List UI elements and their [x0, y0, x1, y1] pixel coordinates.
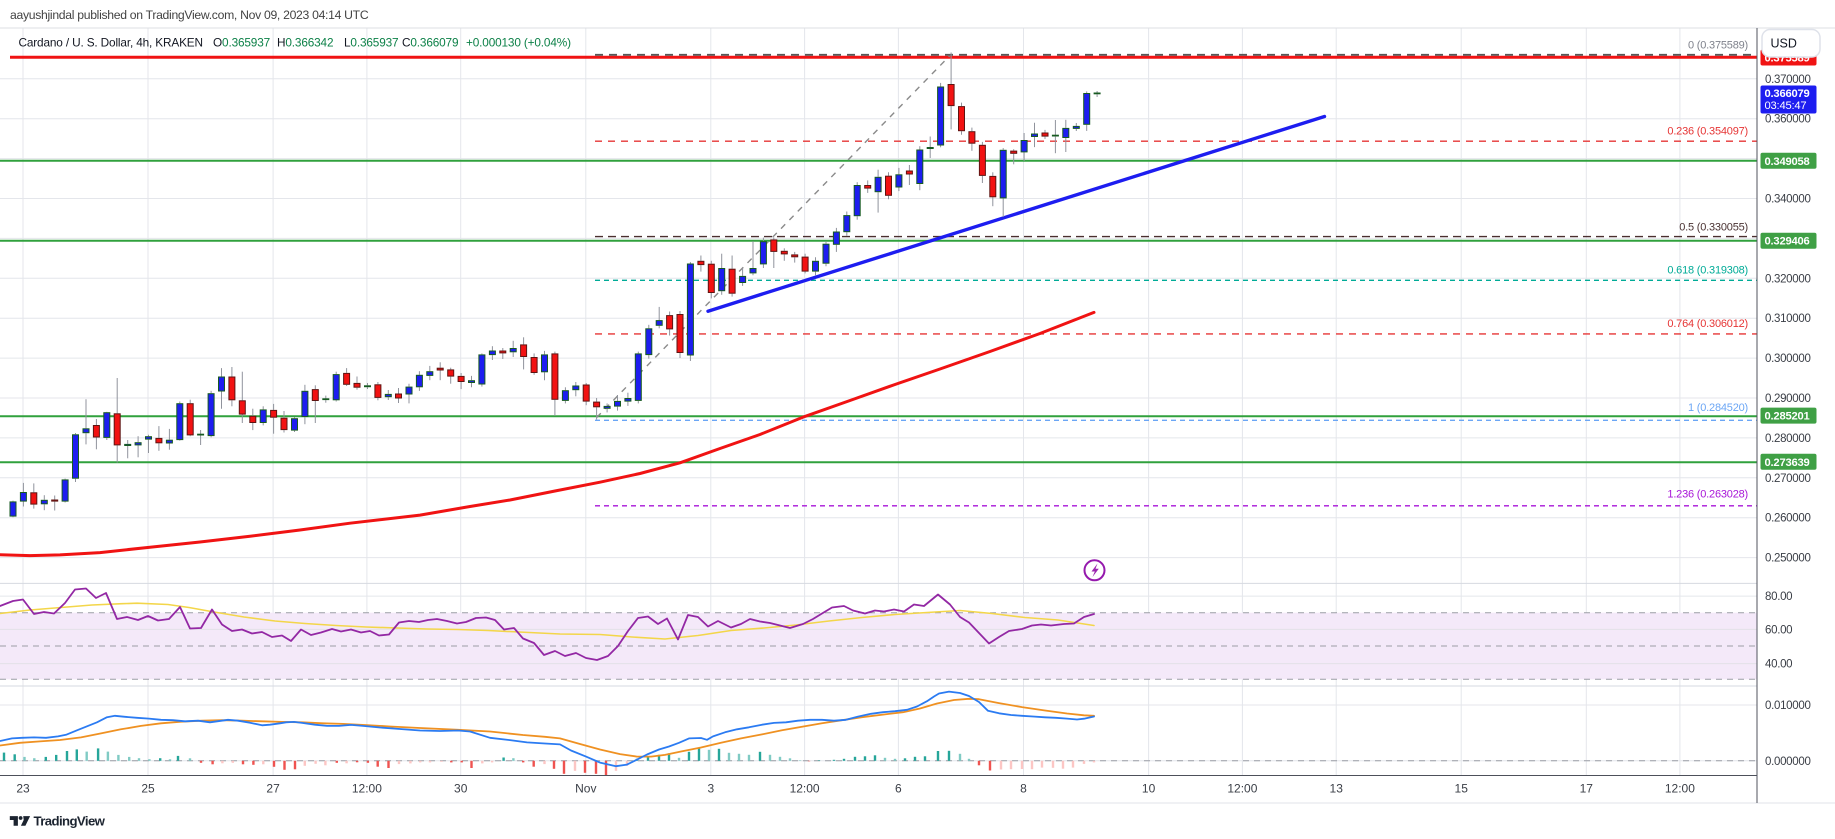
- svg-text:17: 17: [1580, 782, 1594, 796]
- svg-text:Cardano / U. S. Dollar, 4h, KR: Cardano / U. S. Dollar, 4h, KRAKEN: [19, 36, 203, 50]
- svg-text:0.366079: 0.366079: [1765, 88, 1810, 100]
- svg-text:12:00: 12:00: [352, 782, 382, 796]
- svg-text:40.00: 40.00: [1765, 659, 1792, 671]
- svg-text:0.290000: 0.290000: [1765, 393, 1811, 405]
- svg-text:60.00: 60.00: [1765, 624, 1792, 636]
- svg-text:3: 3: [707, 782, 714, 796]
- svg-text:0.285201: 0.285201: [1765, 411, 1810, 423]
- svg-text:13: 13: [1330, 782, 1344, 796]
- svg-text:C0.366079: C0.366079: [402, 36, 458, 50]
- svg-text:0.010000: 0.010000: [1765, 700, 1811, 712]
- svg-text:6: 6: [895, 782, 902, 796]
- svg-text:0.300000: 0.300000: [1765, 353, 1811, 365]
- svg-text:0.250000: 0.250000: [1765, 553, 1811, 565]
- svg-text:0.236 (0.354097): 0.236 (0.354097): [1667, 126, 1748, 138]
- svg-text:L0.365937: L0.365937: [344, 36, 398, 50]
- svg-text:03:45:47: 03:45:47: [1765, 100, 1807, 112]
- svg-text:12:00: 12:00: [1227, 782, 1257, 796]
- svg-text:0.370000: 0.370000: [1765, 74, 1811, 86]
- svg-text:15: 15: [1455, 782, 1469, 796]
- svg-text:8: 8: [1020, 782, 1027, 796]
- svg-text:23: 23: [16, 782, 30, 796]
- svg-text:0.5 (0.330055): 0.5 (0.330055): [1679, 222, 1748, 234]
- svg-text:0.764 (0.306012): 0.764 (0.306012): [1667, 318, 1748, 330]
- svg-text:0.000000: 0.000000: [1765, 756, 1811, 768]
- svg-text:0.618 (0.319308): 0.618 (0.319308): [1667, 265, 1748, 277]
- svg-text:10: 10: [1142, 782, 1156, 796]
- svg-text:0.310000: 0.310000: [1765, 313, 1811, 325]
- svg-text:aayushjindal published on Trad: aayushjindal published on TradingView.co…: [10, 8, 369, 22]
- svg-text:0.349058: 0.349058: [1765, 156, 1810, 168]
- svg-text:TradingView: TradingView: [34, 814, 106, 829]
- svg-text:27: 27: [266, 782, 280, 796]
- svg-text:0.320000: 0.320000: [1765, 273, 1811, 285]
- svg-text:0.273639: 0.273639: [1765, 457, 1810, 469]
- svg-text:1 (0.284520): 1 (0.284520): [1688, 402, 1748, 414]
- svg-text:0.260000: 0.260000: [1765, 513, 1811, 525]
- svg-text:1.236 (0.263028): 1.236 (0.263028): [1667, 489, 1748, 501]
- svg-text:H0.366342: H0.366342: [277, 36, 333, 50]
- svg-text:O0.365937: O0.365937: [213, 36, 270, 50]
- svg-text:0.360000: 0.360000: [1765, 114, 1811, 126]
- svg-text:12:00: 12:00: [790, 782, 820, 796]
- svg-text:80.00: 80.00: [1765, 591, 1792, 603]
- svg-text:0 (0.375589): 0 (0.375589): [1688, 39, 1748, 51]
- svg-text:USD: USD: [1771, 37, 1797, 51]
- svg-text:30: 30: [454, 782, 468, 796]
- svg-text:0.329406: 0.329406: [1765, 236, 1810, 248]
- svg-text:0.340000: 0.340000: [1765, 194, 1811, 206]
- svg-text:0.270000: 0.270000: [1765, 473, 1811, 485]
- svg-text:Nov: Nov: [575, 782, 596, 796]
- svg-text:+0.000130 (+0.04%): +0.000130 (+0.04%): [466, 36, 571, 50]
- svg-text:25: 25: [141, 782, 155, 796]
- svg-text:12:00: 12:00: [1665, 782, 1695, 796]
- svg-text:0.280000: 0.280000: [1765, 433, 1811, 445]
